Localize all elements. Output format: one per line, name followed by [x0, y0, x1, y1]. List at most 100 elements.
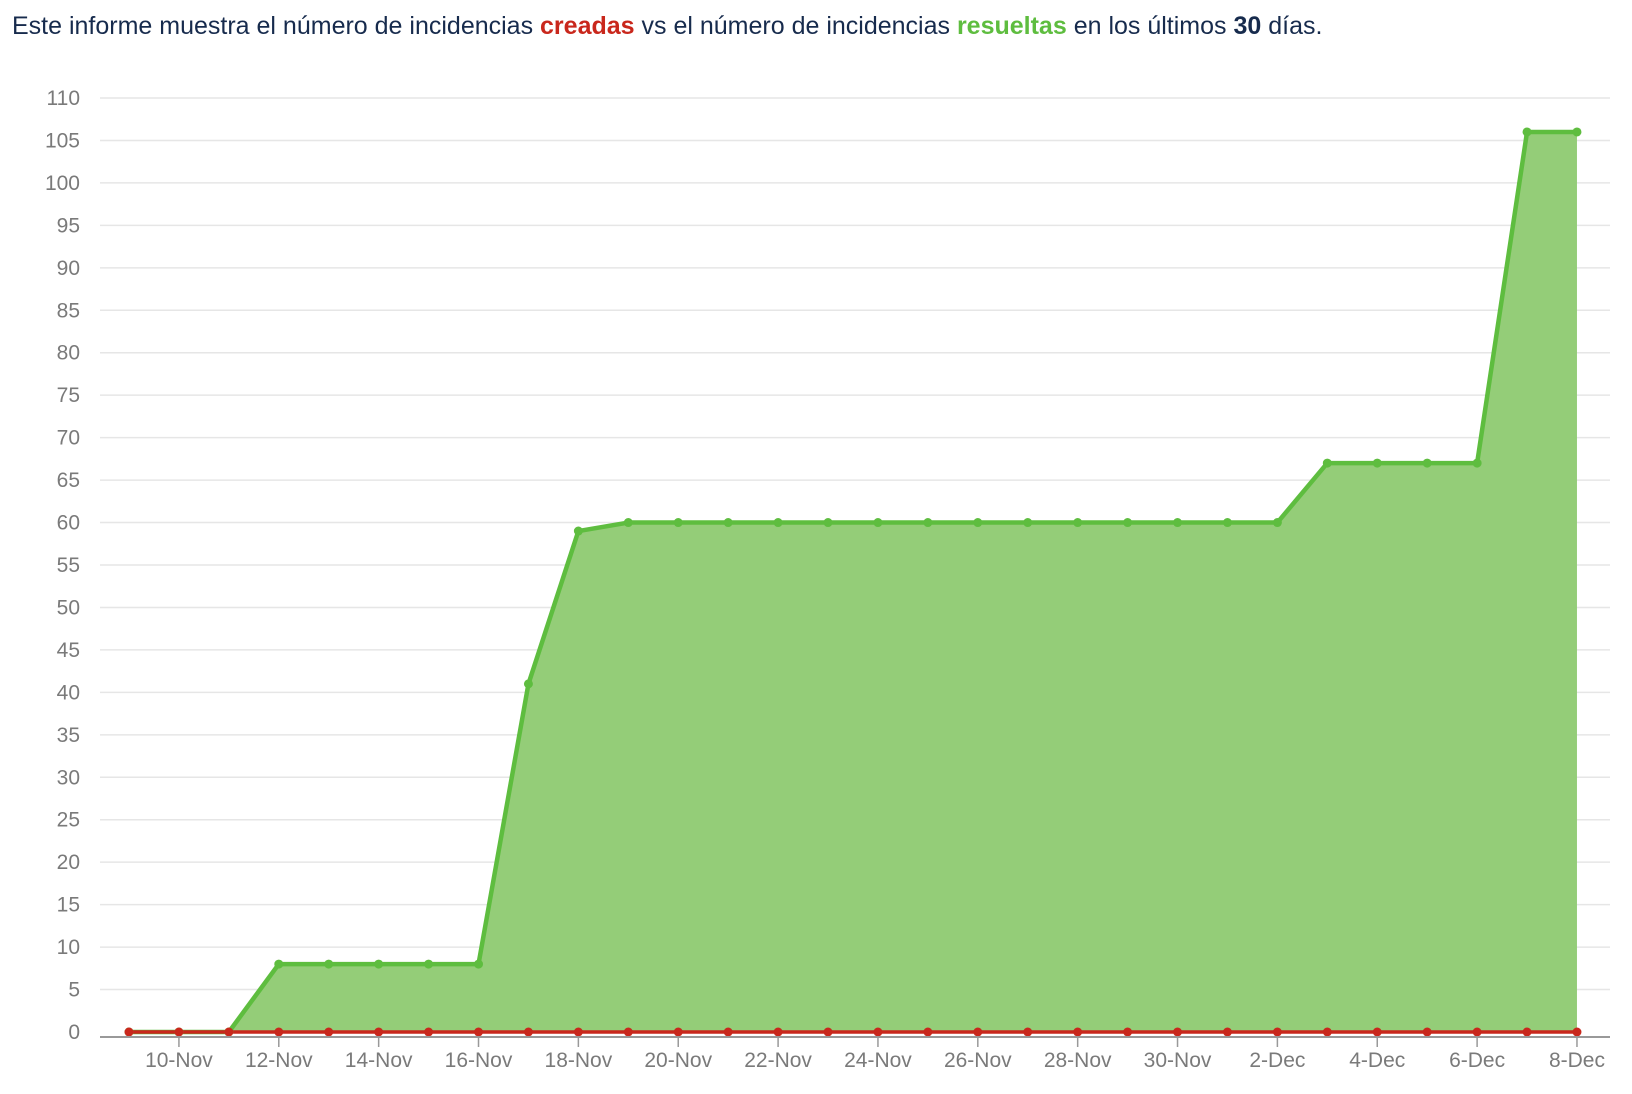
resolved-point [1272, 518, 1282, 528]
y-tick-label: 90 [57, 257, 80, 280]
created-point [274, 1027, 284, 1037]
y-tick-label: 60 [57, 512, 80, 535]
created-point [1322, 1027, 1332, 1037]
x-tick-label: 24-Nov [844, 1049, 912, 1072]
resolved-keyword: resueltas [956, 12, 1067, 40]
y-tick-label: 25 [57, 809, 80, 832]
x-tick-label: 10-Nov [145, 1049, 213, 1072]
resolved-point [1422, 458, 1432, 468]
created-point [174, 1027, 184, 1037]
created-point [523, 1027, 533, 1037]
created-point [424, 1027, 434, 1037]
y-tick-label: 50 [57, 596, 80, 619]
created-point [1522, 1027, 1532, 1037]
created-point [1372, 1027, 1382, 1037]
created-point [1572, 1027, 1582, 1037]
resolved-point [973, 518, 983, 528]
resolved-point [823, 518, 833, 528]
description-text-2: vs el número de incidencias [634, 12, 957, 40]
created-point [124, 1027, 134, 1037]
resolved-line [129, 129, 1577, 1035]
resolved-point [673, 518, 683, 528]
created-point [1073, 1027, 1083, 1037]
y-tick-label: 40 [57, 681, 80, 704]
created-point [823, 1027, 833, 1037]
created-point [374, 1027, 384, 1037]
created-point [723, 1027, 733, 1037]
y-tick-label: 5 [68, 979, 80, 1002]
description-text-4: días. [1261, 12, 1323, 40]
y-axis-ticks: 0 5 10 15 20 25 30 35 40 45 50 55 60 65 70 75 80 85 90 95 10… [45, 87, 80, 1044]
x-axis-ticks: 10-Nov 12-Nov 14-Nov 16-Nov 18-Nov 20-Nov 22-N… [145, 1037, 1605, 1072]
x-tick-label: 30-Nov [1144, 1049, 1212, 1072]
report-description: Este informe muestra el número de incide… [12, 12, 1322, 41]
resolved-point [573, 526, 583, 536]
description-text-1: Este informe muestra el número de incide… [12, 12, 541, 40]
resolved-point [873, 518, 883, 528]
y-tick-label: 85 [57, 299, 80, 322]
x-tick-label: 20-Nov [644, 1049, 712, 1072]
resolved-point [1472, 458, 1482, 468]
x-tick-label: 18-Nov [545, 1049, 613, 1072]
series-lines [129, 129, 1577, 1035]
created-point [773, 1027, 783, 1037]
created-point [324, 1027, 334, 1037]
resolved-point [723, 518, 733, 528]
y-tick-label: 75 [57, 384, 80, 407]
x-tick-label: 26-Nov [944, 1049, 1012, 1072]
y-tick-label: 110 [47, 87, 80, 110]
y-tick-label: 45 [57, 639, 80, 662]
created-point [973, 1027, 983, 1037]
resolved-point [1572, 127, 1582, 137]
created-point [224, 1027, 234, 1037]
days-count: 30 [1233, 12, 1262, 40]
resolved-point [424, 959, 434, 969]
created-point [873, 1027, 883, 1037]
resolved-point [1522, 127, 1532, 137]
x-tick-label: 4-Dec [1349, 1049, 1405, 1072]
x-tick-label: 8-Dec [1549, 1049, 1605, 1072]
resolved-point [1173, 518, 1183, 528]
resolved-point [474, 959, 484, 969]
resolved-point [1372, 458, 1382, 468]
y-tick-label: 35 [57, 724, 80, 747]
resolved-point [1023, 518, 1033, 528]
y-tick-label: 15 [57, 894, 80, 917]
created-point [1422, 1027, 1432, 1037]
x-tick-label: 2-Dec [1249, 1049, 1305, 1072]
resolved-area [129, 131, 1577, 1033]
created-keyword: creadas [540, 12, 635, 40]
y-tick-label: 100 [45, 172, 80, 195]
resolved-point [1322, 458, 1332, 468]
resolved-point [1073, 518, 1083, 528]
y-tick-label: 95 [57, 214, 80, 237]
resolved-point [923, 518, 933, 528]
y-tick-label: 55 [57, 554, 80, 577]
y-tick-label: 105 [45, 129, 80, 152]
created-point [1272, 1027, 1282, 1037]
series-points [124, 127, 1582, 1037]
x-tick-label: 28-Nov [1044, 1049, 1112, 1072]
created-point [1123, 1027, 1133, 1037]
x-tick-label: 22-Nov [744, 1049, 812, 1072]
resolved-area-layer [129, 131, 1577, 1033]
resolved-point [274, 959, 284, 969]
description-text-3: en los últimos [1066, 12, 1234, 40]
x-tick-label: 16-Nov [445, 1049, 513, 1072]
y-tick-label: 65 [57, 469, 80, 492]
y-tick-label: 70 [57, 427, 80, 450]
resolved-point [1222, 518, 1232, 528]
created-point [1472, 1027, 1482, 1037]
created-point [923, 1027, 933, 1037]
created-point [573, 1027, 583, 1037]
created-point [673, 1027, 683, 1037]
resolved-point [523, 679, 533, 689]
y-tick-label: 20 [57, 851, 80, 874]
created-point [623, 1027, 633, 1037]
resolved-point [623, 518, 633, 528]
y-tick-label: 10 [57, 936, 80, 959]
x-tick-label: 12-Nov [245, 1049, 313, 1072]
created-point [1222, 1027, 1232, 1037]
x-tick-label: 14-Nov [345, 1049, 413, 1072]
